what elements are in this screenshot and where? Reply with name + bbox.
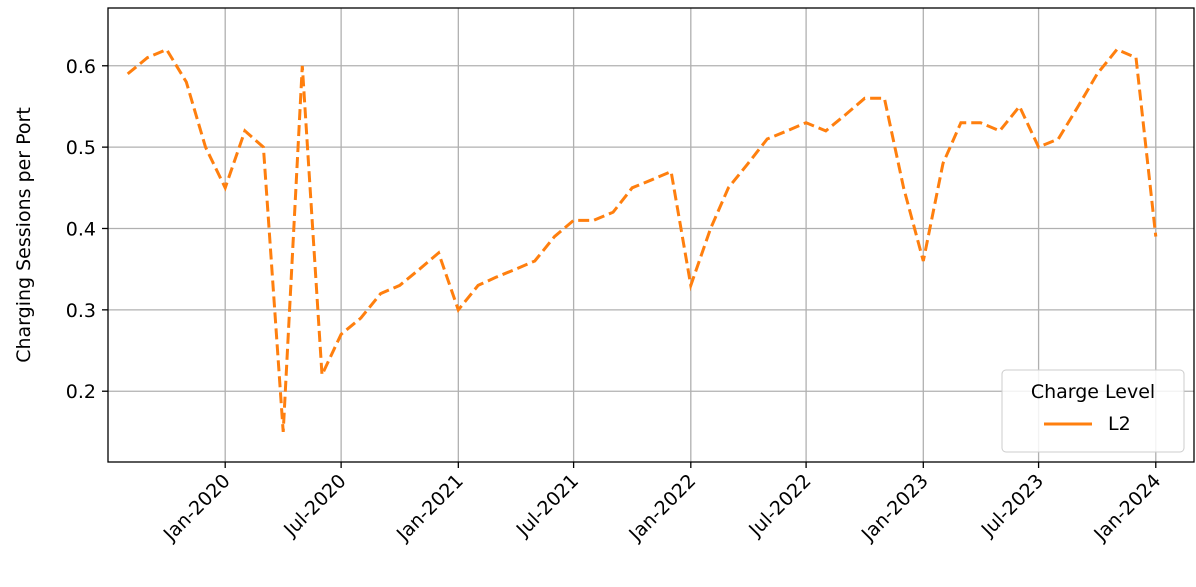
y-tick-label: 0.4 — [66, 218, 96, 240]
x-tick-label: Jan-2024 — [1089, 470, 1165, 546]
y-tick-label: 0.6 — [66, 56, 96, 78]
legend-box — [1001, 369, 1185, 453]
plot-frame — [107, 7, 1195, 463]
x-tick-label: Jan-2021 — [392, 470, 468, 546]
legend-title: Charge Level — [1031, 381, 1155, 403]
y-tick-label: 0.5 — [66, 137, 96, 159]
legend: Charge Level L2 — [1001, 369, 1185, 453]
x-tick-label: Jul-2022 — [744, 470, 816, 542]
x-tick-label: Jan-2020 — [159, 470, 235, 546]
series-line — [126, 47, 1158, 433]
x-tick-label: Jul-2023 — [977, 470, 1049, 542]
x-tick-label: Jan-2023 — [857, 470, 933, 546]
y-tick-label: 0.2 — [66, 381, 96, 403]
legend-label: L2 — [1108, 413, 1131, 435]
y-tick-label: 0.3 — [66, 300, 96, 322]
x-tick-label: Jul-2020 — [279, 470, 351, 542]
y-axis-label: Charging Sessions per Port — [13, 107, 35, 363]
x-tick-label: Jan-2022 — [624, 470, 700, 546]
x-tick-label: Jul-2021 — [512, 470, 584, 542]
